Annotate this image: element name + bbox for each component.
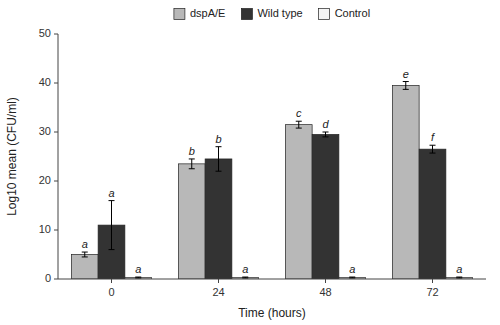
bar [285, 125, 312, 279]
annotation: a [349, 263, 355, 275]
annotation: a [135, 263, 141, 275]
annotation: b [189, 145, 195, 157]
y-tick [54, 83, 58, 84]
error-bar [349, 277, 355, 279]
annotations: a b c e a b d f a a a a [82, 68, 463, 276]
error-bar [135, 277, 141, 279]
y-tick-label: 50 [39, 27, 51, 39]
annotation: a [82, 238, 88, 250]
y-tick-label: 20 [39, 174, 51, 186]
x-tick [432, 279, 433, 283]
error-bar [323, 132, 329, 137]
legend-item: dspA/E [174, 7, 225, 20]
bar [419, 149, 446, 279]
plot-area [71, 82, 472, 279]
x-tick-label: 72 [426, 286, 438, 298]
legend-item: Control [319, 7, 370, 20]
y-axis-line [58, 34, 59, 279]
chart: a b c e a b d f a a a a 0 10 20 30 40 50 0 24 48 72 Time (hour… [0, 0, 500, 325]
annotation: d [322, 118, 329, 130]
error-bar [242, 277, 248, 279]
annotation: a [456, 263, 462, 275]
error-bars [82, 82, 409, 257]
series [71, 85, 419, 279]
y-axis-label: Log10 mean (CFU/ml) [5, 97, 19, 216]
bar [312, 134, 339, 279]
bar [71, 255, 98, 280]
error-bar [216, 147, 222, 172]
error-bar [296, 121, 302, 128]
error-bars [109, 132, 436, 250]
x-tick [111, 279, 112, 283]
error-bar [109, 201, 115, 250]
bar [205, 159, 232, 279]
y-tick [54, 279, 58, 280]
annotation: a [108, 187, 114, 199]
y-tick-label: 10 [39, 223, 51, 235]
x-tick [218, 279, 219, 283]
y-tick-label: 40 [39, 76, 51, 88]
x-axis-label: Time (hours) [238, 306, 306, 320]
y-tick-label: 0 [45, 272, 51, 284]
error-bar [456, 277, 462, 279]
error-bar [430, 145, 436, 153]
legend-swatch [241, 9, 252, 20]
error-bar [82, 252, 88, 257]
legend-label: dspA/E [190, 7, 225, 19]
y-tick [54, 34, 58, 35]
legend: dspA/E Wild type Control [174, 7, 370, 20]
annotation: c [296, 107, 302, 119]
x-tick-label: 0 [108, 286, 114, 298]
annotation: a [242, 263, 248, 275]
error-bar [189, 159, 195, 169]
error-bars [135, 277, 462, 279]
x-tick-label: 24 [212, 286, 224, 298]
axes: 0 10 20 30 40 50 0 24 48 72 [39, 27, 486, 298]
annotation: b [215, 133, 221, 145]
y-tick [54, 230, 58, 231]
series [98, 134, 446, 279]
legend-item: Wild type [241, 7, 302, 20]
x-tick [325, 279, 326, 283]
legend-swatch [319, 9, 330, 20]
annotation: f [431, 131, 435, 143]
y-tick [54, 132, 58, 133]
legend-label: Control [335, 7, 370, 19]
x-tick-label: 48 [319, 286, 331, 298]
annotation: e [403, 68, 409, 80]
x-axis-line [58, 279, 486, 280]
error-bar [403, 82, 409, 90]
bar [392, 85, 419, 279]
bar [178, 164, 205, 279]
legend-swatch [174, 9, 185, 20]
y-tick-label: 30 [39, 125, 51, 137]
legend-label: Wild type [257, 7, 302, 19]
y-tick [54, 181, 58, 182]
